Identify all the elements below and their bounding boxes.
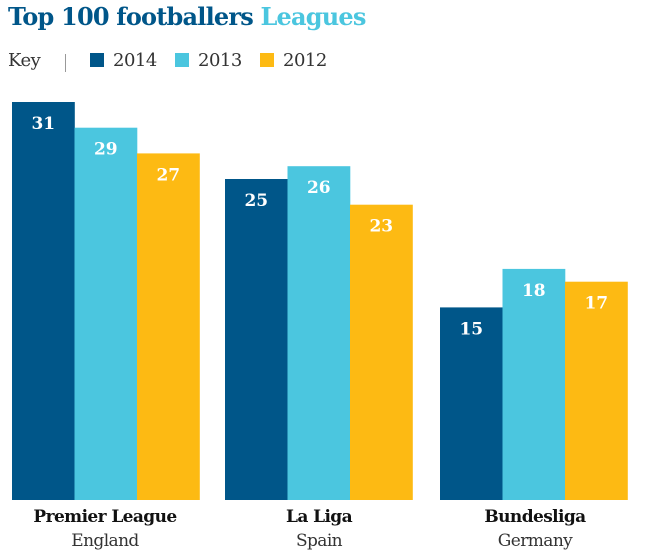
legend: Key 2014 2013 2012 [0,48,645,76]
category-sublabel-england: England [71,531,139,551]
legend-swatch-2014 [90,53,104,67]
bar-value-label-bundesliga-2013: 18 [522,281,546,301]
bar-group-premier-league: 31 29 27 [12,102,200,500]
bar-value-label-la-liga-2012: 23 [369,217,393,237]
legend-label-2013: 2013 [198,50,242,71]
legend-key-label: Key [8,50,41,71]
bar-group-la-liga: 25 26 23 [225,166,413,500]
chart-title: Top 100 footballers Leagues [8,2,366,32]
bar-value-label-la-liga-2013: 26 [307,178,331,198]
category-label-premier-league: Premier League [33,507,177,527]
bar-value-label-la-liga-2014: 25 [244,191,268,211]
bar-la-liga-2014 [225,179,288,500]
bar-premier-league-2014 [12,102,75,500]
bar-group-bundesliga: 15 18 17 [440,268,628,500]
legend-swatch-2013 [175,53,189,67]
legend-item-2014: 2014 [90,50,157,71]
bar-premier-league-2013 [74,127,138,500]
chart-title-main: Top 100 footballers [8,2,254,31]
bar-bundesliga-2012 [565,281,628,500]
category-sublabel-germany: Germany [497,531,573,551]
chart-title-subtitle: Leagues [260,2,366,31]
legend-item-2012: 2012 [260,50,327,71]
bar-value-label-premier-league-2014: 31 [31,114,55,134]
bar-la-liga-2012 [350,204,413,500]
category-label-bundesliga: Bundesliga [484,507,586,527]
legend-separator [65,54,66,72]
bar-value-label-premier-league-2012: 27 [156,165,180,185]
bar-bundesliga-2013 [502,268,566,500]
bar-premier-league-2012 [137,153,200,500]
category-label-la-liga: La Liga [286,507,353,527]
legend-label-2012: 2012 [283,50,327,71]
legend-swatch-2012 [260,53,274,67]
legend-label-2014: 2014 [113,50,157,71]
bar-value-label-bundesliga-2012: 17 [584,294,608,314]
bar-la-liga-2013 [287,166,351,500]
bar-value-label-premier-league-2013: 29 [94,140,118,160]
category-sublabel-spain: Spain [295,531,343,551]
legend-item-2013: 2013 [175,50,242,71]
bar-bundesliga-2014 [440,307,503,500]
bar-value-label-bundesliga-2014: 15 [459,319,483,339]
